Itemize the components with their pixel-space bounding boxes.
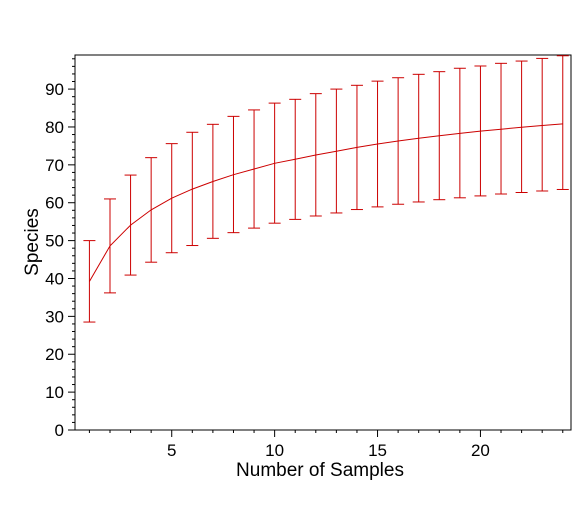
axes: 0 10 20 30 40 50 60 70 80 90 5 10 15 20 bbox=[45, 54, 572, 460]
plot-frame bbox=[74, 54, 572, 431]
y-tick-label: 30 bbox=[45, 307, 64, 326]
y-tick-label: 90 bbox=[45, 80, 64, 99]
y-tick-label: 70 bbox=[45, 156, 64, 175]
x-tick-label: 10 bbox=[265, 441, 284, 460]
y-tick-label: 50 bbox=[45, 232, 64, 251]
error-bars bbox=[83, 55, 569, 323]
y-tick-label: 10 bbox=[45, 383, 64, 402]
x-tick-label: 5 bbox=[167, 441, 176, 460]
x-tick-label: 15 bbox=[368, 441, 387, 460]
series-line bbox=[88, 123, 563, 282]
y-tick-label: 40 bbox=[45, 269, 64, 288]
y-tick-label: 60 bbox=[45, 194, 64, 213]
y-tick-label: 80 bbox=[45, 118, 64, 137]
y-axis-title: Species bbox=[22, 208, 43, 276]
series-line-group bbox=[88, 123, 563, 282]
x-axis-title: Number of Samples bbox=[236, 460, 404, 481]
x-tick-label: 20 bbox=[471, 441, 490, 460]
y-tick-label: 20 bbox=[45, 345, 64, 364]
y-tick-label: 0 bbox=[55, 421, 64, 440]
